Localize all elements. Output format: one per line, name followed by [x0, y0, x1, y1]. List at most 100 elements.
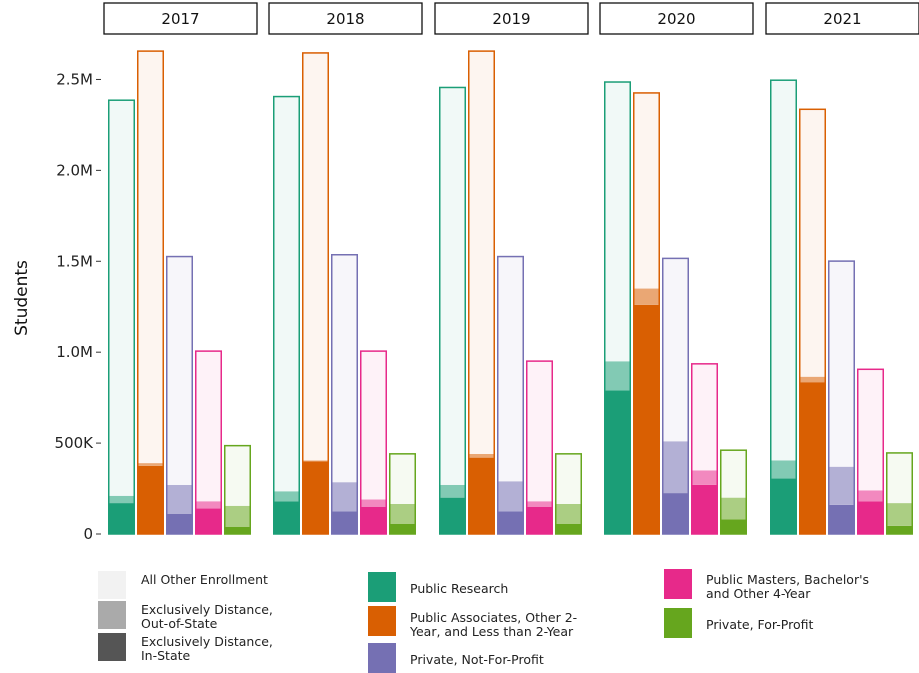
bar-2018-public-masters-bachelor-s-and-other-4-year-in-state — [360, 506, 387, 534]
facet-strip-label: 2017 — [161, 10, 199, 28]
bar-2019-public-research-outline — [439, 86, 466, 535]
y-tick-label: 2.5M — [56, 70, 93, 88]
bar-2017-public-masters-bachelor-s-and-other-4-year-other — [195, 350, 222, 502]
bar-2018-public-associates-other-2-year-and-less-than-2-year-outline — [302, 52, 329, 535]
legend-label: Public Masters, Bachelor's — [706, 572, 869, 587]
legend-item-all-other-enrollment: All Other Enrollment — [98, 571, 268, 599]
bar-2018-private-not-for-profit-other — [331, 254, 358, 483]
bar-2017-public-research-outline — [108, 99, 135, 535]
legend-label: In-State — [141, 648, 191, 663]
legend-swatch — [98, 601, 126, 629]
bar-2020-private-not-for-profit-in-state — [662, 493, 689, 534]
bar-2021-public-masters-bachelor-s-and-other-4-year-other — [857, 368, 884, 491]
bar-2019-private-for-profit-other — [555, 453, 582, 504]
bar-2021-private-not-for-profit-outline — [828, 260, 855, 535]
bar-2019-public-research-out-of-state — [439, 484, 466, 498]
bar-2021-public-research-out-of-state — [770, 460, 797, 479]
bar-2020-private-for-profit-in-state — [720, 519, 747, 534]
bar-2017-public-masters-bachelor-s-and-other-4-year-out-of-state — [195, 501, 222, 509]
facet-2018: 2018 — [268, 2, 423, 535]
bar-2018-private-not-for-profit-outline — [331, 254, 358, 535]
bar-2017-private-for-profit-other — [224, 444, 251, 506]
bar-2017-public-research-other — [108, 99, 135, 496]
bar-2020-public-masters-bachelor-s-and-other-4-year-out-of-state — [691, 470, 718, 485]
y-tick-label: 0 — [83, 525, 93, 543]
bar-2021-public-associates-other-2-year-and-less-than-2-year-out-of-state — [799, 376, 826, 383]
bar-2017-public-research-out-of-state — [108, 495, 135, 504]
bar-2018-private-for-profit-other — [389, 453, 416, 504]
bar-2017-public-masters-bachelor-s-and-other-4-year-in-state — [195, 508, 222, 534]
facet-2017: 2017 — [103, 2, 258, 535]
legend-label: Year, and Less than 2-Year — [409, 624, 574, 639]
facet-strip-label: 2020 — [657, 10, 695, 28]
bar-2017-public-associates-other-2-year-and-less-than-2-year-other — [137, 50, 164, 464]
bar-2019-private-not-for-profit-in-state — [497, 511, 524, 534]
facet-strip — [599, 2, 754, 35]
bar-2021-public-research-in-state — [770, 478, 797, 534]
bar-2019-private-not-for-profit-out-of-state — [497, 481, 524, 512]
bar-2019-private-for-profit-out-of-state — [555, 504, 582, 524]
y-tick-label: 500K — [55, 434, 95, 452]
bar-2021-public-masters-bachelor-s-and-other-4-year-outline — [857, 368, 884, 535]
legend-swatch — [368, 643, 396, 673]
facet-panels: 2017 2018 2019 2020 2021 — [103, 2, 919, 535]
bar-2021-private-for-profit-outline — [886, 452, 913, 535]
legend-label: Exclusively Distance, — [141, 634, 273, 649]
legend: All Other Enrollment Exclusively Distance… — [98, 569, 869, 673]
bar-2017-public-associates-other-2-year-and-less-than-2-year-outline — [137, 50, 164, 535]
legend-item-exclusively-distance-in-state: Exclusively Distance,In-State — [98, 633, 273, 663]
bar-2020-public-masters-bachelor-s-and-other-4-year-other — [691, 363, 718, 471]
bar-2020-public-research-outline — [604, 81, 631, 535]
bar-2019-public-associates-other-2-year-and-less-than-2-year-out-of-state — [468, 454, 495, 458]
legend-label: Private, For-Profit — [706, 617, 813, 632]
bar-2018-public-masters-bachelor-s-and-other-4-year-out-of-state — [360, 499, 387, 507]
bar-2018-public-associates-other-2-year-and-less-than-2-year-out-of-state — [302, 460, 329, 462]
legend-label: Public Research — [410, 581, 508, 596]
y-tick-label: 2.0M — [56, 161, 93, 179]
facet-2019: 2019 — [434, 2, 589, 535]
bar-2018-public-research-out-of-state — [273, 491, 300, 502]
legend-label: Exclusively Distance, — [141, 602, 273, 617]
legend-swatch — [368, 572, 396, 602]
bar-2021-private-not-for-profit-out-of-state — [828, 466, 855, 505]
bar-2021-private-not-for-profit-other — [828, 260, 855, 467]
y-tick-label: 1.0M — [56, 343, 93, 361]
facet-strip-label: 2021 — [823, 10, 861, 28]
legend-swatch — [98, 571, 126, 599]
bar-2017-private-not-for-profit-outline — [166, 255, 193, 535]
legend-swatch — [664, 569, 692, 599]
bar-2020-public-research-out-of-state — [604, 361, 631, 391]
bar-2019-public-associates-other-2-year-and-less-than-2-year-other — [468, 50, 495, 454]
bar-2021-private-for-profit-other — [886, 452, 913, 504]
bar-2020-private-not-for-profit-outline — [662, 257, 689, 535]
facet-strip-label: 2019 — [492, 10, 530, 28]
bar-2019-public-associates-other-2-year-and-less-than-2-year-outline — [468, 50, 495, 535]
facet-strip-label: 2018 — [326, 10, 364, 28]
bar-2021-private-for-profit-out-of-state — [886, 503, 913, 526]
bar-2019-public-masters-bachelor-s-and-other-4-year-in-state — [526, 506, 553, 534]
bar-2021-public-masters-bachelor-s-and-other-4-year-out-of-state — [857, 490, 884, 502]
bar-2018-private-for-profit-out-of-state — [389, 504, 416, 524]
bar-2020-private-not-for-profit-other — [662, 257, 689, 442]
legend-item-public-research: Public Research — [368, 572, 508, 602]
bar-2017-public-associates-other-2-year-and-less-than-2-year-out-of-state — [137, 463, 164, 466]
bar-2020-public-associates-other-2-year-and-less-than-2-year-outline — [633, 92, 660, 535]
facet-2020: 2020 — [599, 2, 754, 535]
bar-2019-private-for-profit-in-state — [555, 524, 582, 534]
bar-2021-public-research-outline — [770, 79, 797, 535]
legend-item-private-for-profit: Private, For-Profit — [664, 608, 813, 638]
legend-label: All Other Enrollment — [141, 572, 268, 587]
bar-2018-private-not-for-profit-in-state — [331, 511, 358, 534]
bar-2019-private-not-for-profit-outline — [497, 255, 524, 535]
bar-2020-public-associates-other-2-year-and-less-than-2-year-in-state — [633, 304, 660, 534]
bar-2020-private-for-profit-other — [720, 449, 747, 498]
bar-2017-private-not-for-profit-out-of-state — [166, 484, 193, 514]
bar-2017-public-associates-other-2-year-and-less-than-2-year-in-state — [137, 465, 164, 534]
bar-2019-private-not-for-profit-other — [497, 255, 524, 482]
legend-swatch — [664, 608, 692, 638]
bar-2021-private-for-profit-in-state — [886, 525, 913, 534]
y-axis: 0 500K 1.0M 1.5M 2.0M 2.5M — [55, 70, 101, 543]
bar-2020-public-associates-other-2-year-and-less-than-2-year-other — [633, 92, 660, 289]
legend-label: and Other 4-Year — [706, 586, 811, 601]
